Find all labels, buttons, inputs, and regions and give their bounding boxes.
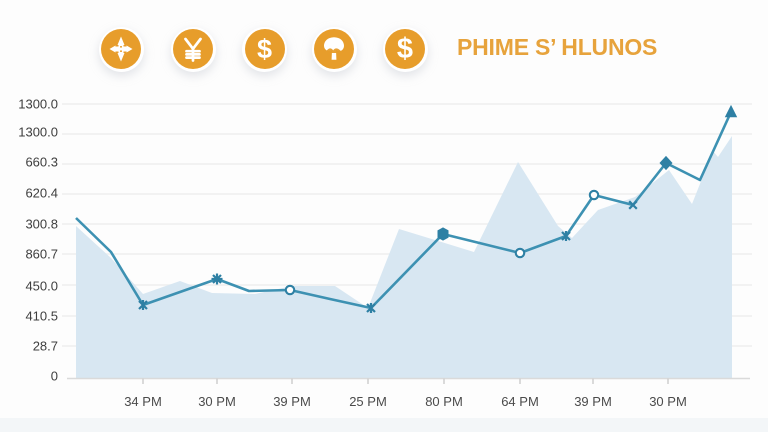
svg-text:1300.0: 1300.0: [18, 97, 58, 112]
svg-text:25 PM: 25 PM: [349, 394, 387, 409]
svg-text:80 PM: 80 PM: [425, 394, 463, 409]
svg-text:39 PM: 39 PM: [574, 394, 612, 409]
svg-text:34 PM: 34 PM: [124, 394, 162, 409]
svg-text:860.7: 860.7: [25, 247, 58, 262]
svg-text:28.7: 28.7: [33, 339, 58, 354]
svg-text:450.0: 450.0: [25, 279, 58, 294]
svg-text:39 PM: 39 PM: [273, 394, 311, 409]
svg-text:30 PM: 30 PM: [198, 394, 236, 409]
svg-text:64 PM: 64 PM: [501, 394, 539, 409]
svg-text:410.5: 410.5: [25, 309, 58, 324]
svg-text:1300.0: 1300.0: [18, 125, 58, 140]
svg-text:0: 0: [51, 369, 58, 384]
svg-text:660.3: 660.3: [25, 155, 58, 170]
svg-text:620.4: 620.4: [25, 186, 58, 201]
svg-text:30 PM: 30 PM: [649, 394, 687, 409]
svg-text:300.8: 300.8: [25, 217, 58, 232]
